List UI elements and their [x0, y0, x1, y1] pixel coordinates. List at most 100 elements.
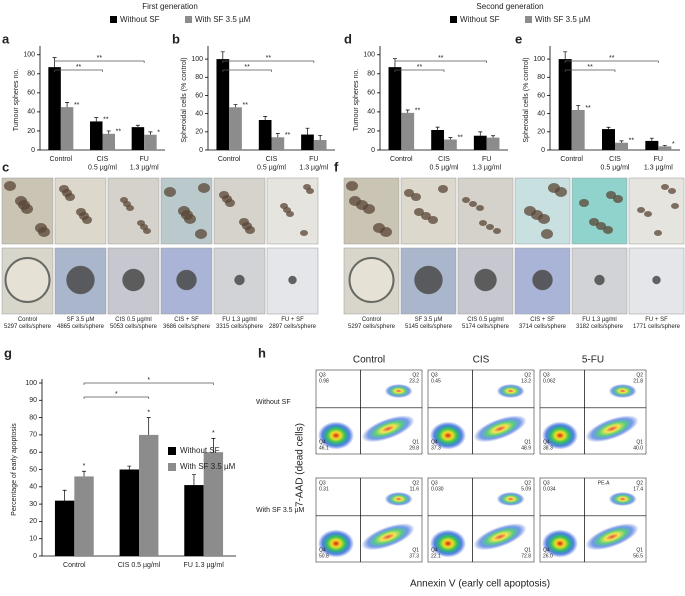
x-tick-label: CIS 0.5 µg/ml	[257, 156, 286, 171]
bar	[203, 452, 224, 556]
sphere	[589, 218, 599, 226]
cell-cloud	[384, 492, 413, 506]
sphere	[421, 212, 431, 220]
sphere	[637, 207, 645, 213]
error-bar	[318, 135, 323, 140]
x-tick-label: CIS 0.5 µg/ml	[430, 156, 459, 171]
bar	[184, 485, 204, 556]
bracket-label: **	[244, 64, 250, 71]
quadrant-value: 0.062	[543, 378, 556, 384]
error-bar	[275, 133, 280, 138]
quadrant-name: Q2	[524, 372, 531, 378]
caption: CIS + SF 3686 cells/sphere	[163, 317, 211, 330]
y-axis-label: Tumour spheres no.	[13, 69, 20, 131]
y-axis-label: Tumour spheres no.	[353, 69, 360, 131]
error-bar	[233, 104, 238, 108]
error-bar	[94, 117, 99, 122]
x-tick-label: CIS 0.5 µg/ml	[88, 156, 117, 171]
caption: FU 1.3 µg/ml 3182 cells/sphere	[576, 317, 624, 330]
bar	[658, 146, 672, 150]
cell-cloud	[473, 415, 527, 443]
bracket-label: **	[266, 55, 272, 62]
sphere	[4, 257, 51, 303]
sphere	[234, 274, 245, 286]
quadrant-name: Q3	[431, 480, 438, 486]
panel-label: c	[2, 159, 9, 174]
sphere	[661, 184, 669, 190]
significance: **	[629, 138, 635, 145]
y-tick-label: 100	[363, 52, 375, 59]
legend-label: With SF 3.5 µM	[535, 15, 591, 24]
sphere	[428, 216, 438, 224]
x-tick-label: CIS 0.5 µg/ml	[601, 156, 630, 171]
micrograph	[571, 177, 628, 245]
sphere	[541, 229, 553, 239]
bracket	[564, 60, 659, 63]
sphere	[239, 218, 249, 226]
bar	[48, 67, 61, 150]
significance: *	[83, 463, 86, 470]
bar	[216, 59, 230, 150]
significance: **	[457, 134, 463, 141]
bar	[444, 139, 457, 150]
bracket-label: **	[438, 55, 444, 62]
y-tick-label: 80	[29, 414, 37, 421]
legend-swatch	[525, 16, 532, 23]
quadrant-name: Q1	[412, 547, 419, 553]
error-bar	[106, 130, 111, 134]
quadrant-name: Q1	[524, 439, 531, 445]
cell-cloud	[318, 529, 354, 558]
sphere	[164, 187, 176, 197]
caption: Control 5297 cells/sphere	[348, 317, 396, 330]
y-tick-label: 60	[537, 92, 545, 99]
sphere	[288, 275, 297, 285]
cell-cloud	[608, 492, 637, 506]
y-axis-label: Spheroidal cells (% control)	[181, 57, 188, 142]
quadrant-value: 0.45	[431, 378, 441, 384]
bar	[144, 134, 157, 150]
sphere	[404, 189, 414, 197]
panel-label: e	[515, 31, 522, 46]
y-tick-label: 70	[29, 432, 37, 439]
quadrant-name: Q1	[636, 547, 643, 553]
caption: SF 3.5 µM 4865 cells/sphere	[57, 317, 105, 330]
bar	[615, 142, 628, 150]
significance: **	[415, 108, 421, 115]
panel-label: d	[344, 31, 352, 46]
y-tick-label: 40	[367, 109, 375, 116]
legend-swatch	[110, 16, 117, 23]
error-bar	[576, 105, 581, 110]
column-header: 5-FU	[582, 355, 604, 366]
sphere	[373, 223, 385, 233]
sphere	[524, 206, 536, 216]
error-bar	[478, 131, 483, 136]
y-tick-label: 60	[29, 449, 37, 456]
error-bar	[62, 489, 67, 501]
cell-cloud	[496, 492, 525, 506]
bar	[60, 107, 74, 150]
sphere	[606, 191, 616, 199]
bar	[74, 476, 94, 556]
sphere	[66, 265, 95, 295]
sphere	[122, 268, 145, 292]
quadrant-value: 56.5	[633, 553, 643, 559]
micrograph	[107, 177, 160, 245]
sphere	[654, 230, 662, 236]
quadrant-value: 13.2	[521, 378, 531, 384]
bracket-label: **	[97, 55, 103, 62]
channel-label: PE-A	[598, 480, 610, 486]
cell-cloud	[361, 523, 415, 551]
bar	[486, 137, 500, 150]
bar	[388, 67, 402, 150]
quadrant-name: Q3	[431, 372, 438, 378]
bar	[401, 112, 415, 150]
bar	[258, 120, 272, 150]
quadrant-name: Q4	[431, 547, 438, 553]
significance: **	[116, 129, 122, 136]
error-bar	[619, 140, 624, 143]
bar	[102, 133, 115, 150]
bracket	[83, 396, 150, 399]
x-tick-label: FU 1.3 µg/ml	[130, 156, 159, 171]
sphere	[303, 184, 311, 190]
cell-cloud	[361, 415, 415, 443]
